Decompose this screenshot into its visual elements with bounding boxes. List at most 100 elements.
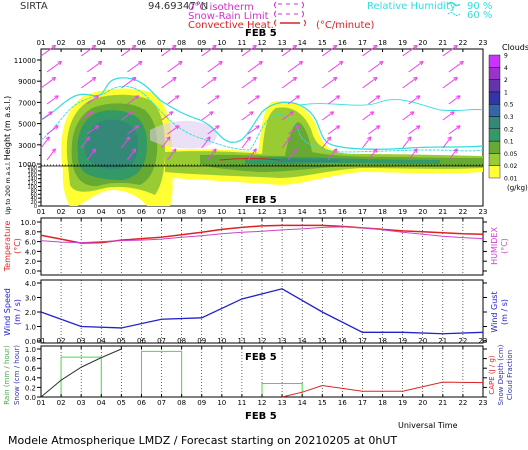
rain-panel-title: FEB 5 xyxy=(245,352,277,363)
cloud-legend-label-0.5: 0.5 xyxy=(504,102,514,109)
rain-x-top-label-20: 20 xyxy=(418,337,427,345)
cloud-legend-label-0.1: 0.1 xyxy=(504,139,514,146)
wind-arrow-30 xyxy=(362,76,378,89)
legend-swatch-isotherm xyxy=(274,1,304,9)
wind-arrow-73 xyxy=(321,136,332,149)
cloud-fraction-bar-2 xyxy=(261,383,303,397)
site-name: SIRTA xyxy=(20,1,48,12)
wind-y-label-2.0: 2.0 xyxy=(25,309,36,317)
rain-x-bottom-label-20: 20 xyxy=(418,399,427,407)
cloud-x-label-23: 23 xyxy=(479,39,488,47)
wind-arrow-36 xyxy=(167,95,180,105)
wind-arrow-28 xyxy=(281,76,298,89)
wind-arrow-56 xyxy=(86,125,99,135)
cloud-legend-label-0.3: 0.3 xyxy=(504,114,514,121)
wind-arrow-85 xyxy=(368,148,378,161)
legend-rh-90: 90 % xyxy=(467,1,492,12)
temperature-y-label-4.0: 4.0 xyxy=(25,248,36,256)
cloud-x-ticks: 01 02 03 04 05 06 07 08 09 10 11 12 13 14 15 16 17 18 19 20… xyxy=(37,39,488,52)
cloud-x-label-13: 13 xyxy=(278,39,287,47)
temperature-x-label-09: 09 xyxy=(197,208,206,216)
rain-y-ticks: 0.0 0.20.4 0.60.8 1.0 xyxy=(25,346,487,402)
rain-x-top-label-09: 09 xyxy=(197,337,206,345)
legend-rh-label: Relative Humidity xyxy=(367,1,456,12)
temperature-y-ticks: 0.0 2.0 4.06.0 8.0 10.0 xyxy=(20,219,487,276)
wind-arrow-51 xyxy=(321,111,335,121)
cloud-x-label-10: 10 xyxy=(217,39,226,47)
wind-arrow-21 xyxy=(448,60,464,73)
wind-arrow-9 xyxy=(402,44,418,57)
cloud-x-label-08: 08 xyxy=(177,39,186,47)
cape-ylabel: CAPE (J / g) xyxy=(488,355,496,395)
cloud-low-label-40: 40 xyxy=(31,196,37,202)
temperature-x-label-02: 02 xyxy=(57,208,66,216)
wind-arrow-66 xyxy=(40,136,50,149)
wind-arrow-16 xyxy=(247,60,263,73)
temperature-x-label-19: 19 xyxy=(398,208,407,216)
rain-x-top-label-05: 05 xyxy=(117,337,126,345)
wind-arrow-11 xyxy=(46,60,63,73)
cloud-x-label-06: 06 xyxy=(137,39,146,47)
cloud-legend: Clouds (g/kg) 0.01 0.02 0.05 0.1 0.2 0.3 0.5 1 2… xyxy=(488,43,528,192)
temperature-grid xyxy=(40,218,484,275)
cloud-low-label-80: 80 xyxy=(31,188,37,194)
cloud-x-label-05: 05 xyxy=(117,39,126,47)
rain-x-bottom-label-07: 07 xyxy=(157,399,166,407)
rain-y-label-1.0: 1.0 xyxy=(25,346,36,354)
cloud-low-label-180: 180 xyxy=(27,169,37,175)
wind-y-label-3.0: 3.0 xyxy=(25,295,36,303)
temperature-y-label-0.0: 0.0 xyxy=(25,268,36,276)
wind-y-ticks: 0.0 1.0 2.0 3.0 4.0 xyxy=(25,280,487,346)
cloud-legend-label-1: 1 xyxy=(504,89,508,96)
site-coords: 94.69347°N xyxy=(148,1,208,12)
cloud-legend-unit: (g/kg) xyxy=(507,184,528,192)
rain-x-top-label-11: 11 xyxy=(237,337,246,345)
snow-depth-ylabel: Snow Depth (cm) xyxy=(497,344,505,405)
cloud-y-label-7000: 7000 xyxy=(18,99,36,107)
wind-arrow-44 xyxy=(40,111,53,121)
cloud-legend-swatch-0 xyxy=(488,165,501,179)
wind-arrow-50 xyxy=(281,111,294,121)
wind-arrow-74 xyxy=(362,136,372,149)
rain-x-bottom-label-09: 09 xyxy=(197,399,206,407)
cloud-x-label-03: 03 xyxy=(77,39,86,47)
rain-x-bottom-label-01: 01 xyxy=(37,399,46,407)
wind-arrow-12 xyxy=(86,60,103,73)
rain-x-bottom-label-13: 13 xyxy=(278,399,287,407)
cloud-shape-darkteal-1 xyxy=(85,119,139,169)
wind-arrow-5 xyxy=(241,44,257,57)
cloud-panel: 01 02 03 04 05 06 07 08 09 10 11 12 13 14 15 16 17 18 19 20… xyxy=(3,28,487,215)
temperature-x-label-05: 05 xyxy=(117,208,126,216)
rain-x-top-label-22: 22 xyxy=(458,337,467,345)
rain-x-bottom-label-06: 06 xyxy=(137,399,146,407)
temperature-x-label-14: 14 xyxy=(298,208,307,216)
cloud-x-label-11: 11 xyxy=(237,39,246,47)
wind-arrow-87 xyxy=(448,148,458,161)
cloud-legend-label-2: 2 xyxy=(504,77,508,84)
cloud-legend-label-0.05: 0.05 xyxy=(504,151,518,158)
cloud-x-label-04: 04 xyxy=(97,39,106,47)
legend-snow-rain: Snow-Rain Limit xyxy=(188,11,269,22)
wind-arrow-40 xyxy=(327,95,341,105)
temperature-y-label-2.0: 2.0 xyxy=(25,258,36,266)
wind-arrow-43 xyxy=(448,95,461,105)
wind-arrow-1 xyxy=(80,44,97,57)
rain-x-top-label-03: 03 xyxy=(77,337,86,345)
wind-arrow-46 xyxy=(121,111,134,121)
cloud-legend-swatch-3 xyxy=(488,128,501,142)
legend-convective: Convective Heat. xyxy=(188,20,274,31)
wind-arrow-45 xyxy=(80,111,93,121)
rain-x-bottom-label-03: 03 xyxy=(77,399,86,407)
wind-arrow-8 xyxy=(362,44,378,57)
cloud-y-label-5000: 5000 xyxy=(18,121,36,129)
temperature-panel: FEB 5 01 02 03 04 05 06 07 08 09 10 11 12 13 14 15 16 17… xyxy=(3,195,509,276)
wind-arrow-26 xyxy=(201,76,217,89)
rain-x-top-label-17: 17 xyxy=(358,337,367,345)
rain-x-ticks-top: 01 02 03 04 05 06 07 08 09 10 11 12 13 14 15 16 17 18 19 20… xyxy=(37,337,488,349)
cloud-legend-swatch-8 xyxy=(488,67,501,80)
rain-x-bottom-label-12: 12 xyxy=(258,399,267,407)
temperature-x-label-15: 15 xyxy=(318,208,327,216)
rain-x-top-label-23: 23 xyxy=(479,337,488,345)
cloud-x-label-15: 15 xyxy=(318,39,327,47)
